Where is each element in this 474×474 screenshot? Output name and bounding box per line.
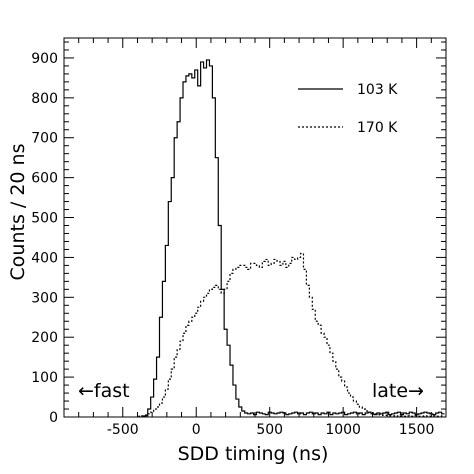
plot-frame	[63, 37, 447, 418]
series-layer	[138, 59, 445, 417]
y-tick-label: 200	[31, 330, 58, 346]
x-tick-label: 1500	[399, 422, 435, 438]
series-170-k-line	[138, 252, 445, 417]
x-axis: -500 0 500 1000 1500	[63, 38, 447, 438]
y-tick-label: 100	[31, 370, 58, 386]
annotation-fast: ←fast	[78, 380, 130, 402]
legend: 103 K 170 K	[298, 82, 398, 136]
y-tick-label: 600	[31, 171, 58, 187]
x-tick-label: -500	[107, 422, 139, 438]
y-tick-label: 500	[31, 211, 58, 227]
legend-label-103k: 103 K	[357, 82, 398, 98]
x-axis-label: SDD timing (ns)	[178, 443, 329, 465]
y-axis: 0 100 200 300 400 500 600 700 800 900	[31, 41, 446, 426]
legend-label-170k: 170 K	[357, 120, 398, 136]
y-tick-label: 700	[31, 131, 58, 147]
y-tick-label: 300	[31, 290, 58, 306]
y-tick-label: 0	[49, 410, 58, 426]
x-tick-label: 1000	[325, 422, 361, 438]
y-tick-label: 400	[31, 250, 58, 266]
y-tick-label: 800	[31, 91, 58, 107]
series-103-k-line	[141, 59, 445, 417]
y-axis-label: Counts / 20 ns	[7, 144, 29, 281]
x-tick-label: 0	[192, 422, 201, 438]
x-tick-label: 500	[256, 422, 283, 438]
annotation-late: late→	[372, 380, 424, 402]
y-tick-label: 900	[31, 51, 58, 67]
